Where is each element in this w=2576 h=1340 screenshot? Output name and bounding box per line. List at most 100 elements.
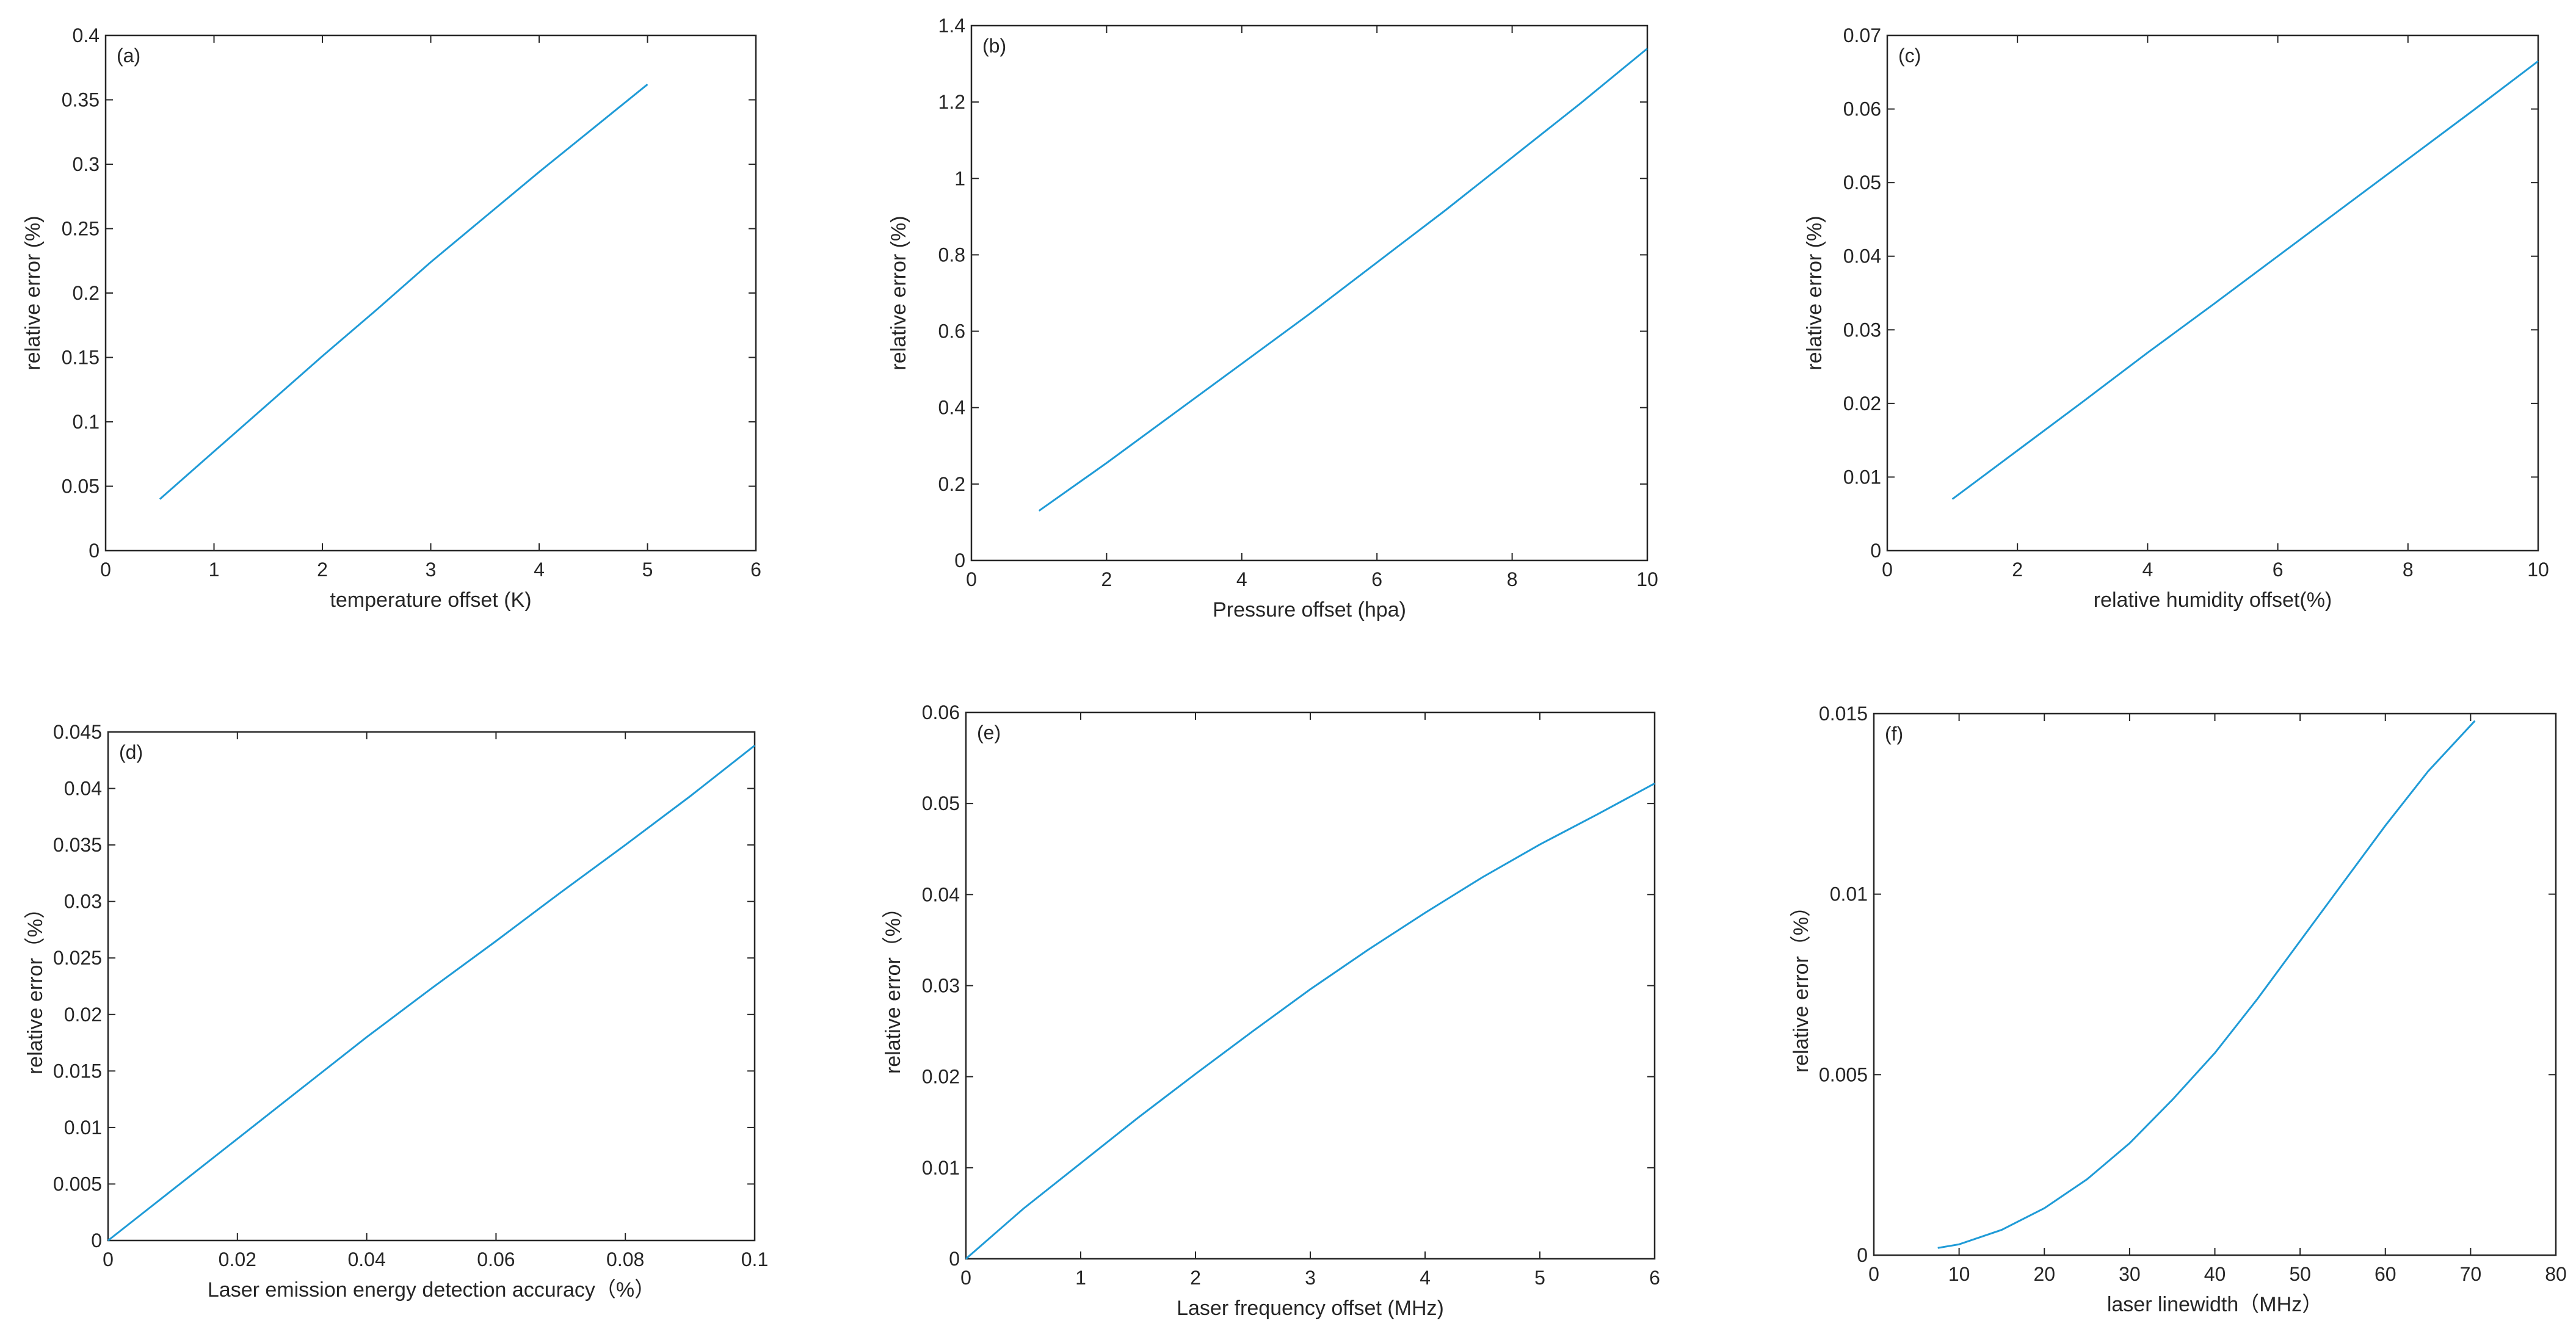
y-tick-label: 0.15 bbox=[62, 347, 100, 369]
x-tick-label: 6 bbox=[750, 559, 761, 581]
plot-frame bbox=[1873, 712, 2557, 1256]
plot-frame bbox=[107, 731, 756, 1242]
x-tick-label: 10 bbox=[2527, 559, 2549, 581]
y-tick-label: 0.03 bbox=[64, 891, 102, 913]
x-tick-label: 80 bbox=[2545, 1263, 2567, 1285]
y-tick-label: 0 bbox=[91, 1230, 102, 1251]
chart-panel-c: 0 2 4 6 8 10 0 0.01 0.02 0.03 0.04 0.05 0.06 0.07 (c) r… bbox=[1803, 24, 2549, 612]
plot-frame bbox=[104, 34, 757, 552]
x-tick-label: 60 bbox=[2375, 1263, 2396, 1285]
y-tick-label: 0.03 bbox=[922, 975, 960, 997]
x-axis-label: relative humidity offset(%) bbox=[2094, 589, 2332, 612]
y-tick-label: 0.01 bbox=[64, 1117, 102, 1139]
x-axis-label: Laser emission energy detection accuracy… bbox=[208, 1278, 655, 1302]
y-tick-label: 0 bbox=[1857, 1244, 1868, 1266]
y-tick-label: 0.05 bbox=[922, 792, 960, 814]
x-tick-label: 5 bbox=[1534, 1267, 1545, 1289]
y-tick-label: 0.4 bbox=[938, 397, 965, 419]
panel-tag: (b) bbox=[982, 35, 1006, 57]
x-tick-label: 10 bbox=[1636, 568, 1658, 590]
y-tick-label: 0.04 bbox=[1843, 245, 1881, 267]
y-tick-label: 1 bbox=[954, 167, 965, 189]
plot-frame bbox=[970, 24, 1649, 562]
series-line bbox=[159, 84, 648, 500]
y-tick-label: 0.6 bbox=[938, 321, 965, 342]
y-tick-label: 0.35 bbox=[62, 89, 100, 111]
x-tick-label: 50 bbox=[2289, 1263, 2311, 1285]
y-tick-label: 0.02 bbox=[1843, 393, 1881, 415]
x-tick-label: 30 bbox=[2119, 1263, 2141, 1285]
y-tick-label: 0.02 bbox=[64, 1004, 102, 1026]
y-tick-label: 0.015 bbox=[1819, 703, 1868, 725]
x-tick-label: 0.04 bbox=[347, 1248, 385, 1270]
y-tick-label: 0.01 bbox=[922, 1157, 960, 1179]
y-axis-label: relative error（%） bbox=[882, 897, 905, 1074]
x-tick-label: 6 bbox=[1371, 568, 1382, 590]
y-tick-label: 0.015 bbox=[53, 1060, 102, 1082]
panel-tag: (f) bbox=[1885, 723, 1903, 745]
panel-tag: (c) bbox=[1898, 45, 1921, 67]
x-tick-label: 2 bbox=[1190, 1267, 1201, 1289]
x-tick-label: 0 bbox=[1882, 559, 1893, 581]
x-tick-label: 2 bbox=[2012, 559, 2023, 581]
x-tick-label: 0 bbox=[1868, 1263, 1879, 1285]
y-tick-label: 0 bbox=[1870, 540, 1881, 562]
series-line bbox=[1038, 48, 1648, 512]
x-tick-label: 2 bbox=[317, 559, 328, 581]
plot-frame bbox=[1886, 34, 2539, 552]
x-tick-label: 8 bbox=[2403, 559, 2414, 581]
y-tick-label: 0.3 bbox=[73, 153, 100, 175]
x-tick-label: 0.02 bbox=[219, 1248, 256, 1270]
x-tick-label: 10 bbox=[1948, 1263, 1970, 1285]
y-axis-label: relative error（%） bbox=[1790, 896, 1813, 1073]
y-tick-label: 0.01 bbox=[1843, 466, 1881, 488]
y-tick-label: 1.2 bbox=[938, 91, 965, 113]
x-axis-label: temperature offset (K) bbox=[330, 589, 531, 612]
chart-panel-f: 0 10 20 30 40 50 60 70 80 0 0.005 0.01 0.015 (f) laser… bbox=[1790, 703, 2567, 1316]
y-tick-label: 0.04 bbox=[922, 883, 960, 905]
series-line bbox=[1937, 720, 2476, 1249]
y-tick-label: 0.025 bbox=[53, 947, 102, 969]
y-tick-label: 0.06 bbox=[1843, 98, 1881, 120]
x-tick-label: 40 bbox=[2204, 1263, 2226, 1285]
x-tick-label: 3 bbox=[1305, 1267, 1316, 1289]
y-tick-label: 0.03 bbox=[1843, 319, 1881, 341]
panel-tag: (d) bbox=[119, 741, 143, 763]
chart-panel-d: 0 0.02 0.04 0.06 0.08 0.1 0 0.005 0.01 0.015 0.02 0… bbox=[24, 721, 768, 1302]
y-tick-label: 0.2 bbox=[73, 282, 100, 304]
y-tick-label: 0.06 bbox=[922, 701, 960, 723]
chart-panel-b: 0 2 4 6 8 10 0 0.2 0.4 0.6 0.8 1 1.2 1.4 (b) Pressure o… bbox=[887, 15, 1658, 621]
y-tick-label: 0.2 bbox=[938, 473, 965, 495]
y-tick-label: 0 bbox=[954, 549, 965, 571]
x-axis-label: Laser frequency offset (MHz) bbox=[1177, 1297, 1444, 1320]
y-axis-label: relative error (%) bbox=[21, 215, 45, 370]
y-tick-label: 0 bbox=[89, 540, 100, 562]
x-tick-label: 6 bbox=[1649, 1267, 1660, 1289]
x-tick-label: 0 bbox=[960, 1267, 971, 1289]
x-axis-label: Pressure offset (hpa) bbox=[1213, 598, 1406, 621]
x-tick-label: 0 bbox=[966, 568, 977, 590]
x-tick-label: 4 bbox=[1420, 1267, 1431, 1289]
x-tick-label: 0 bbox=[103, 1248, 114, 1270]
y-tick-label: 0.005 bbox=[1819, 1063, 1868, 1085]
x-tick-label: 0 bbox=[100, 559, 111, 581]
y-tick-label: 0 bbox=[949, 1248, 960, 1270]
y-tick-label: 0.04 bbox=[64, 778, 102, 800]
panel-tag: (e) bbox=[977, 722, 1001, 744]
y-tick-label: 0.045 bbox=[53, 721, 102, 743]
x-tick-label: 4 bbox=[1236, 568, 1247, 590]
y-tick-label: 1.4 bbox=[938, 15, 965, 37]
x-tick-label: 4 bbox=[2142, 559, 2153, 581]
y-tick-label: 0.1 bbox=[73, 411, 100, 433]
series-line bbox=[1951, 60, 2539, 500]
y-axis-label: relative error (%) bbox=[1803, 215, 1826, 370]
y-axis-label: relative error (%) bbox=[887, 215, 910, 370]
x-tick-label: 4 bbox=[534, 559, 545, 581]
x-tick-label: 20 bbox=[2033, 1263, 2055, 1285]
panel-tag: (a) bbox=[117, 45, 140, 67]
x-tick-label: 6 bbox=[2273, 559, 2284, 581]
y-tick-label: 0.8 bbox=[938, 244, 965, 266]
y-tick-label: 0.02 bbox=[922, 1066, 960, 1088]
y-tick-label: 0.4 bbox=[73, 24, 100, 46]
